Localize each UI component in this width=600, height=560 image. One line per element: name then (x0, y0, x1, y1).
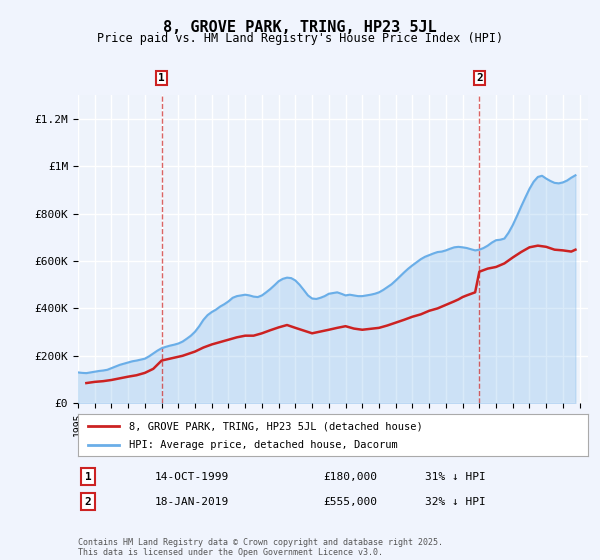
Text: £180,000: £180,000 (323, 472, 377, 482)
Text: Price paid vs. HM Land Registry's House Price Index (HPI): Price paid vs. HM Land Registry's House … (97, 32, 503, 45)
Text: 1: 1 (85, 472, 92, 482)
Text: 8, GROVE PARK, TRING, HP23 5JL: 8, GROVE PARK, TRING, HP23 5JL (163, 20, 437, 35)
Text: HPI: Average price, detached house, Dacorum: HPI: Average price, detached house, Daco… (129, 440, 398, 450)
Text: 18-JAN-2019: 18-JAN-2019 (155, 497, 229, 507)
Text: 2: 2 (85, 497, 92, 507)
Text: £555,000: £555,000 (323, 497, 377, 507)
Text: Contains HM Land Registry data © Crown copyright and database right 2025.
This d: Contains HM Land Registry data © Crown c… (78, 538, 443, 557)
Text: 14-OCT-1999: 14-OCT-1999 (155, 472, 229, 482)
Text: 1: 1 (158, 73, 165, 83)
Text: 8, GROVE PARK, TRING, HP23 5JL (detached house): 8, GROVE PARK, TRING, HP23 5JL (detached… (129, 421, 423, 431)
Text: 31% ↓ HPI: 31% ↓ HPI (425, 472, 485, 482)
Text: 32% ↓ HPI: 32% ↓ HPI (425, 497, 485, 507)
Text: 2: 2 (476, 73, 482, 83)
